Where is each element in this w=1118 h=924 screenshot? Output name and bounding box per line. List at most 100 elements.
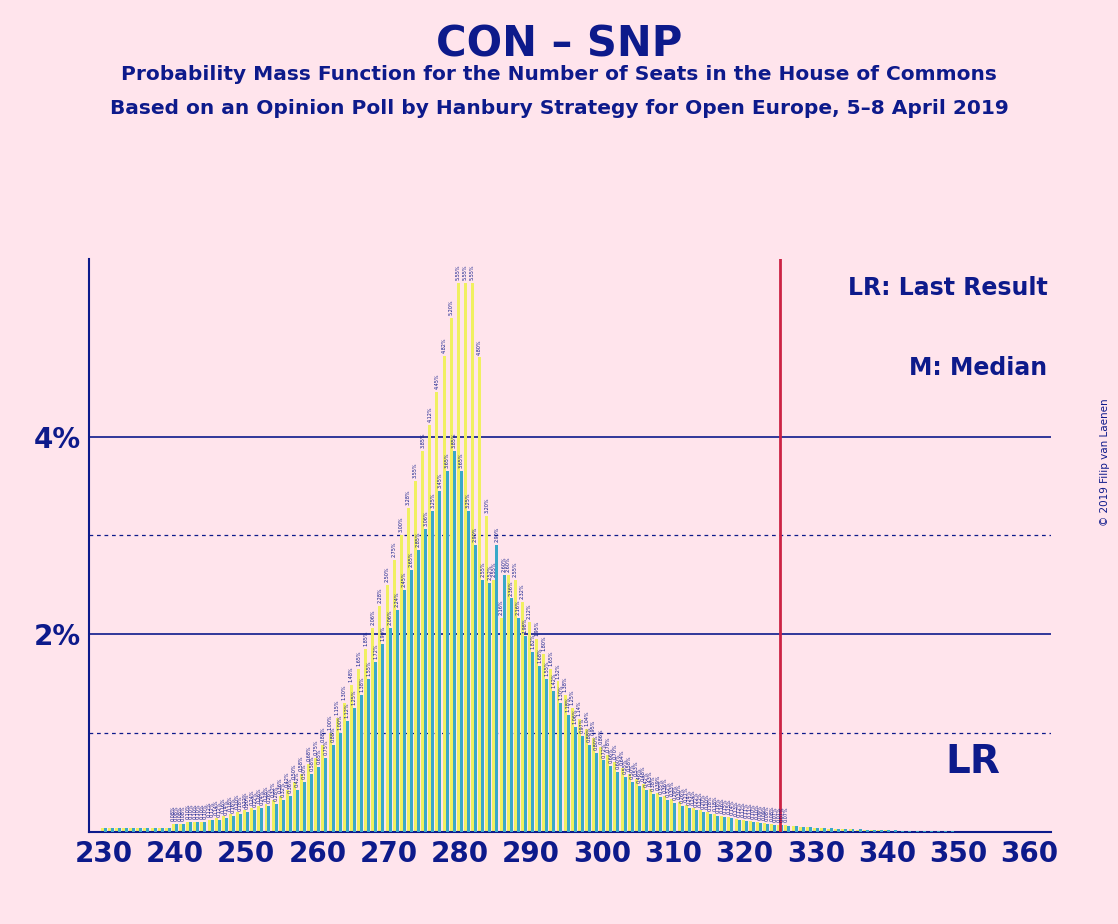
Text: 0.20%: 0.20% <box>701 794 705 808</box>
Bar <box>424 529 427 832</box>
Text: 0.08%: 0.08% <box>181 805 186 821</box>
Bar <box>350 686 353 832</box>
Text: 1.82%: 1.82% <box>530 633 536 649</box>
Bar <box>927 831 930 832</box>
Text: 3.65%: 3.65% <box>445 453 449 468</box>
Bar <box>557 682 559 832</box>
Text: 0.09%: 0.09% <box>762 805 767 820</box>
Text: 0.11%: 0.11% <box>748 802 752 818</box>
Bar <box>485 516 489 832</box>
Bar <box>578 719 581 832</box>
Bar <box>239 814 241 832</box>
Text: 1.48%: 1.48% <box>349 667 354 683</box>
Bar <box>197 821 199 832</box>
Text: 1.65%: 1.65% <box>549 650 553 665</box>
Bar <box>756 821 759 832</box>
Text: 0.14%: 0.14% <box>224 799 229 815</box>
Bar <box>153 828 157 832</box>
Text: LR: Last Result: LR: Last Result <box>847 276 1048 300</box>
Text: 4.12%: 4.12% <box>427 407 433 421</box>
Text: 0.46%: 0.46% <box>637 768 642 784</box>
Text: 0.15%: 0.15% <box>722 798 728 814</box>
Text: 0.48%: 0.48% <box>641 766 646 781</box>
Text: 0.30%: 0.30% <box>676 784 682 799</box>
Text: 0.42%: 0.42% <box>295 772 300 787</box>
Bar <box>652 794 655 832</box>
Text: 0.14%: 0.14% <box>214 799 219 815</box>
Bar <box>684 805 688 832</box>
Text: 0.88%: 0.88% <box>587 726 591 742</box>
Bar <box>844 829 847 832</box>
Bar <box>189 821 192 832</box>
Text: 0.50%: 0.50% <box>292 764 297 779</box>
Bar <box>631 783 634 832</box>
Bar <box>179 823 182 832</box>
Bar <box>122 828 125 832</box>
Text: 4.80%: 4.80% <box>477 339 482 355</box>
Bar <box>728 817 730 832</box>
Text: 0.12%: 0.12% <box>217 801 221 817</box>
Text: 2.36%: 2.36% <box>509 580 513 596</box>
Bar <box>780 825 784 832</box>
Bar <box>891 831 894 832</box>
Bar <box>827 829 831 832</box>
Bar <box>709 814 712 832</box>
Bar <box>666 800 670 832</box>
Text: 0.10%: 0.10% <box>202 803 207 819</box>
Bar <box>464 284 467 832</box>
Bar <box>324 758 328 832</box>
Bar <box>357 669 360 832</box>
Text: 2.65%: 2.65% <box>409 552 414 567</box>
Bar <box>104 828 106 832</box>
Text: 0.16%: 0.16% <box>719 797 724 813</box>
Bar <box>303 783 306 832</box>
Text: 3.00%: 3.00% <box>399 517 404 532</box>
Bar <box>130 828 132 832</box>
Text: 0.95%: 0.95% <box>591 720 596 735</box>
Text: 0.20%: 0.20% <box>705 794 710 808</box>
Bar <box>381 644 385 832</box>
Text: 2.16%: 2.16% <box>515 600 521 615</box>
Bar <box>345 721 349 832</box>
Text: 0.36%: 0.36% <box>662 778 667 793</box>
Text: 1.98%: 1.98% <box>523 617 528 633</box>
Bar <box>681 806 683 832</box>
Bar <box>660 797 662 832</box>
Bar <box>474 545 477 832</box>
Bar <box>495 545 499 832</box>
Bar <box>842 829 844 832</box>
Text: 4.45%: 4.45% <box>435 373 439 389</box>
Bar <box>236 812 239 832</box>
Bar <box>267 806 271 832</box>
Bar <box>402 590 406 832</box>
Bar <box>288 796 292 832</box>
Bar <box>887 830 890 832</box>
Text: 0.50%: 0.50% <box>302 764 307 779</box>
Text: 2.60%: 2.60% <box>502 556 506 572</box>
Text: 0.36%: 0.36% <box>287 778 293 793</box>
Bar <box>218 820 220 832</box>
Bar <box>834 829 837 832</box>
Bar <box>536 639 538 832</box>
Text: 0.13%: 0.13% <box>733 800 739 816</box>
Bar <box>446 471 448 832</box>
Text: 1.06%: 1.06% <box>572 709 578 723</box>
Text: 0.24%: 0.24% <box>691 789 695 805</box>
Text: 0.08%: 0.08% <box>765 805 770 821</box>
Text: 0.78%: 0.78% <box>605 736 610 751</box>
Bar <box>849 829 852 832</box>
Bar <box>453 451 456 832</box>
Bar <box>174 823 178 832</box>
Bar <box>278 796 282 832</box>
Bar <box>531 651 534 832</box>
Bar <box>873 830 875 832</box>
Bar <box>143 828 146 832</box>
Bar <box>210 820 214 832</box>
Bar <box>318 768 321 832</box>
Text: 2.55%: 2.55% <box>513 561 518 577</box>
Bar <box>906 831 909 832</box>
Bar <box>745 821 748 832</box>
Bar <box>585 729 588 832</box>
Bar <box>421 451 424 832</box>
Text: 1.55%: 1.55% <box>544 660 549 675</box>
